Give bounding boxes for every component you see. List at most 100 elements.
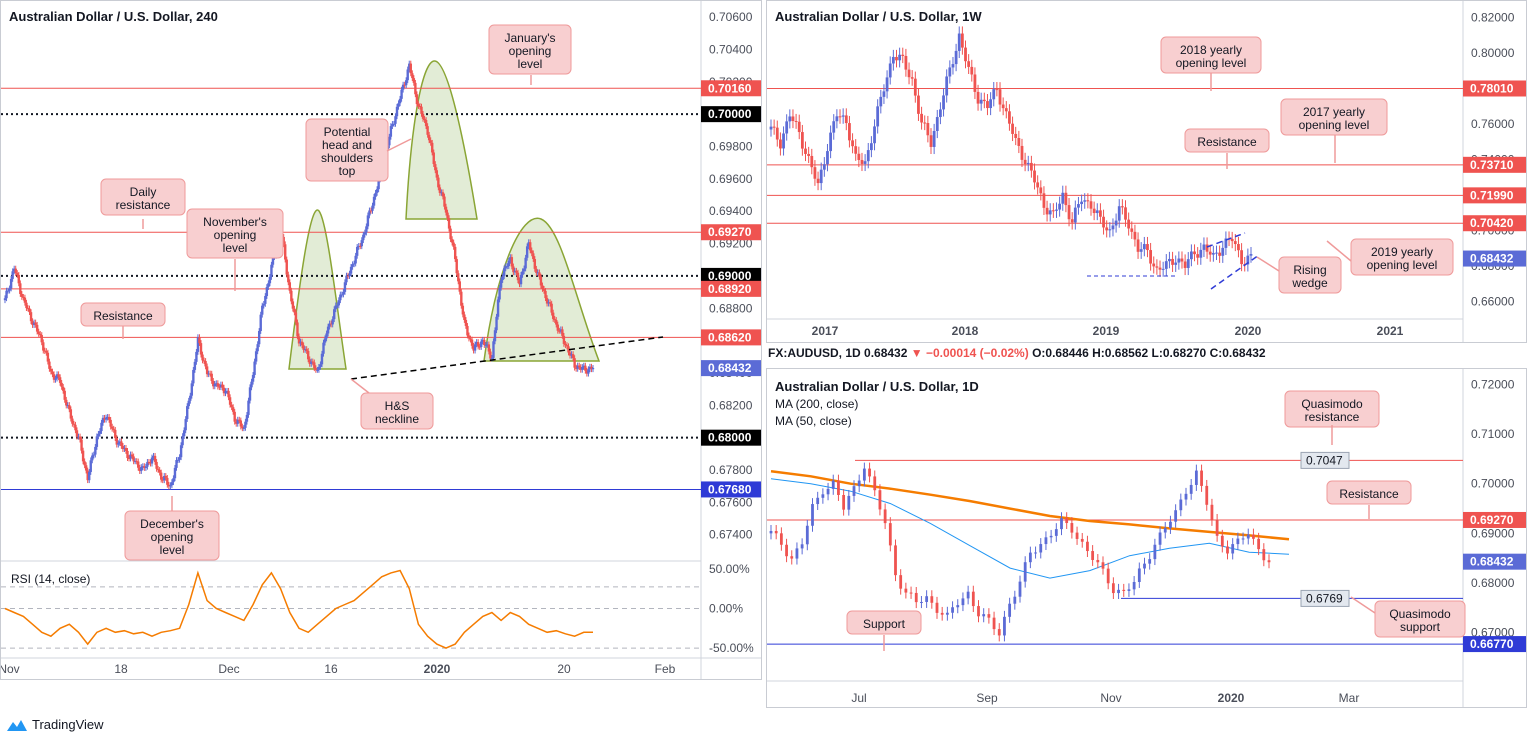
candle-body: [287, 274, 290, 283]
candle-body: [473, 344, 477, 351]
level-tag-label: 0.6769: [1306, 591, 1343, 605]
callout-november-text: opening: [214, 228, 257, 242]
price-label-box: [701, 106, 761, 123]
candle-body: [882, 91, 886, 97]
candle-body: [75, 430, 79, 437]
chart-1d-canvas[interactable]: 0.720000.710000.700000.690000.680000.670…: [767, 369, 1527, 708]
candle-body: [1091, 551, 1095, 560]
candle-body: [406, 69, 409, 81]
ohlc-high: H:0.68562: [1092, 346, 1149, 360]
chart-240-canvas[interactable]: 0.706000.704000.702000.700000.698000.696…: [1, 1, 762, 680]
candle-body: [797, 121, 801, 133]
candle-body: [807, 153, 811, 156]
candle-body: [447, 218, 451, 229]
candle-body: [371, 205, 374, 211]
candle-body: [483, 339, 486, 346]
candle-body: [325, 333, 328, 339]
candle-body: [573, 358, 576, 368]
candle-body: [813, 167, 817, 179]
candle-body: [1080, 201, 1083, 205]
candle-body: [166, 477, 169, 485]
rsi-label: RSI (14, close): [11, 572, 91, 586]
candle-body: [490, 357, 494, 359]
candle-body: [848, 123, 851, 141]
candle-body: [186, 406, 189, 420]
candle-body: [561, 329, 564, 336]
candle-body: [337, 300, 341, 306]
candle-body: [121, 445, 125, 450]
price-label: 0.68620: [708, 330, 752, 344]
candle-body: [519, 274, 523, 285]
candle-body: [1018, 581, 1022, 597]
candle-body: [935, 602, 939, 613]
candle-body: [837, 480, 840, 495]
candle-body: [268, 276, 272, 284]
chart-panel-1w[interactable]: 0.820000.800000.780000.760000.740000.720…: [766, 0, 1527, 343]
candle-body: [135, 461, 138, 463]
candle-body: [1137, 568, 1141, 582]
candle-body: [441, 192, 445, 197]
candle-body: [95, 436, 99, 447]
price-label-box: [701, 360, 761, 377]
chart-panel-1d[interactable]: 0.72000 0.71000 0.70000 0.69000 0.68000 0.670…: [766, 368, 1527, 708]
candle-body: [920, 601, 923, 603]
candle-body: [821, 494, 825, 498]
candle-body: [235, 421, 238, 424]
candle-body: [1055, 209, 1058, 211]
candle-body: [522, 268, 526, 272]
candle-body: [1230, 238, 1234, 242]
candle-body: [400, 89, 403, 99]
candle-body: [204, 361, 207, 367]
candle-body: [345, 275, 348, 283]
candle-body: [98, 431, 102, 434]
candle-body: [461, 305, 465, 315]
candle-body: [1020, 145, 1024, 160]
candle-body: [1044, 537, 1048, 545]
candle-body: [412, 78, 416, 83]
candle-body: [860, 159, 864, 164]
candle-body: [791, 116, 795, 122]
candle-body: [323, 338, 327, 343]
candle-body: [314, 368, 318, 370]
price-label-box: [701, 429, 761, 446]
chart-panel-240[interactable]: 0.706000.704000.702000.700000.698000.696…: [0, 0, 762, 680]
x-tick-label: 2020: [1218, 691, 1245, 705]
callout-neckline-text: H&S: [385, 399, 410, 413]
candle-body: [1003, 616, 1006, 636]
candle-body: [414, 82, 417, 95]
candle-body: [164, 475, 167, 478]
candle-body: [306, 350, 310, 360]
candle-body: [11, 271, 14, 279]
y-tick-label: 0.70400: [709, 42, 753, 56]
candle-body: [69, 409, 73, 419]
price-label-box: [701, 280, 761, 297]
candle-body: [816, 178, 820, 184]
candle-body: [1127, 589, 1131, 591]
candle-body: [9, 278, 13, 289]
candle-body: [222, 387, 226, 394]
candle-body: [779, 533, 783, 545]
rsi-tick-label: 0.00%: [709, 602, 743, 616]
candle-body: [449, 228, 452, 240]
candle-body: [1108, 229, 1112, 231]
candle-body: [192, 369, 195, 384]
level-tag: [1300, 589, 1350, 607]
candle-body: [785, 544, 788, 557]
chart-240-title: Australian Dollar / U.S. Dollar, 240: [9, 9, 218, 24]
candle-body: [1152, 263, 1156, 267]
candle-body: [1106, 568, 1110, 584]
candle-body: [976, 91, 980, 104]
candle-body: [267, 283, 270, 288]
tradingview-logo[interactable]: TradingView: [6, 717, 104, 732]
candle-body: [476, 342, 480, 347]
price-label-box: [701, 80, 761, 97]
price-label: 0.66770: [1470, 637, 1514, 651]
candle-body: [1184, 493, 1188, 500]
candle-body: [420, 106, 423, 114]
candle-body: [340, 294, 344, 296]
chart-1w-canvas[interactable]: 0.820000.800000.780000.760000.740000.720…: [767, 1, 1527, 343]
candle-body: [213, 383, 216, 387]
candle-body: [210, 373, 213, 381]
wedge-upper: [1206, 232, 1246, 248]
candle-body: [104, 417, 108, 420]
